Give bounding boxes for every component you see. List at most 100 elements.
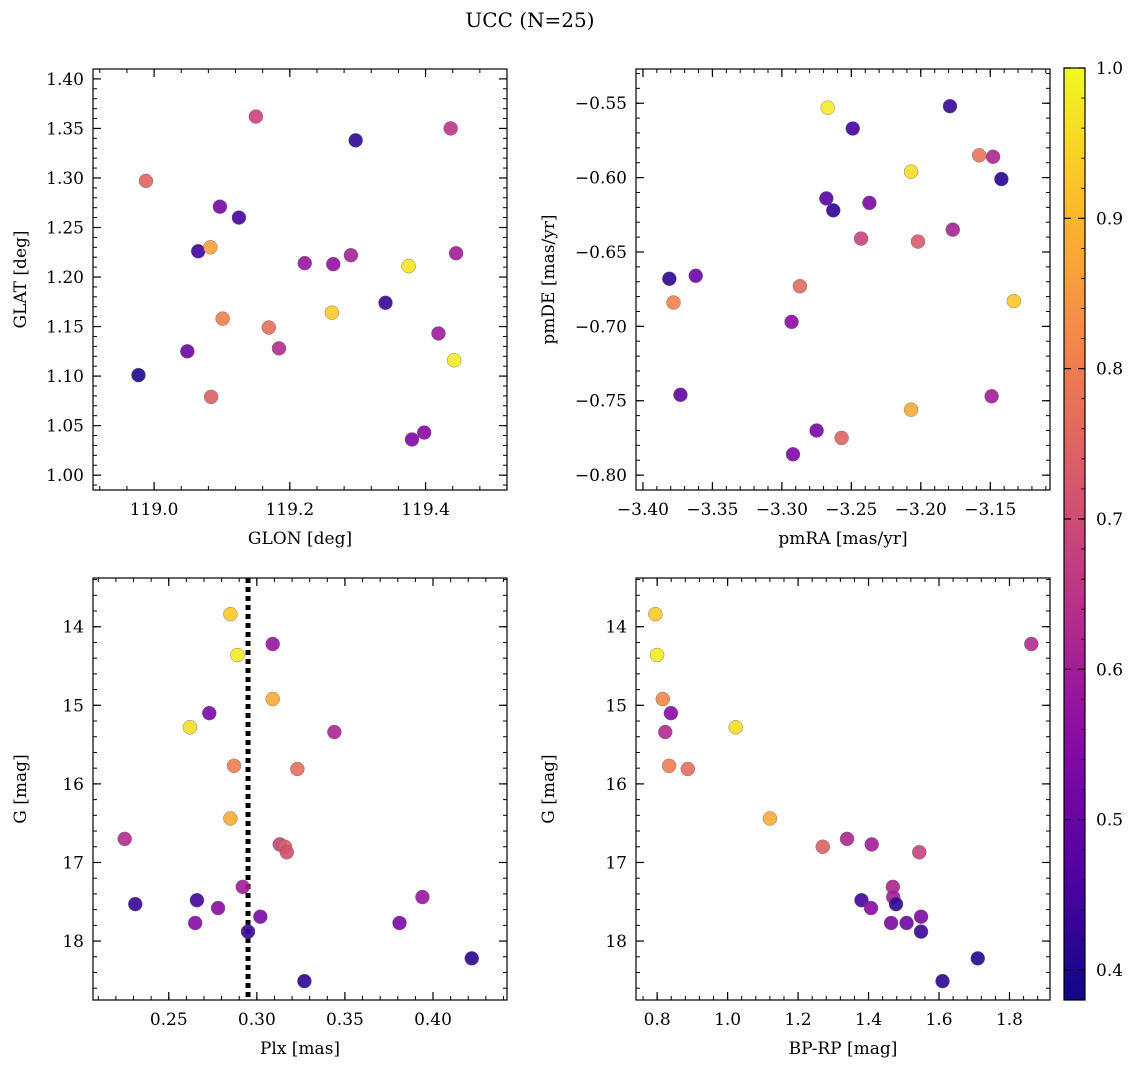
scatter-point bbox=[128, 896, 143, 912]
scatter-point bbox=[279, 845, 294, 860]
scatter-point bbox=[970, 951, 985, 966]
scatter-point bbox=[401, 258, 416, 274]
scatter-point bbox=[728, 720, 743, 735]
x-tick-label: 0.35 bbox=[326, 1010, 364, 1030]
scatter-point bbox=[131, 367, 146, 383]
scatter-point bbox=[826, 203, 841, 218]
colorbar-tick-label: 0.8 bbox=[1096, 360, 1123, 380]
panel-pmra-pmde: −3.40 −3.35 −3.30 −3.25 −3.20 −3.15 −0.80 −0.75… bbox=[539, 68, 1051, 549]
x-axis-label: BP-RP [mag] bbox=[789, 1039, 898, 1059]
x-tick-label: −3.15 bbox=[964, 500, 1016, 520]
panel-glon-glat: 119.0 119.2 119.4 1.00 1.05 1.10 1.15 1.20 1.25 1… bbox=[11, 68, 508, 549]
x-tick-label: 1.4 bbox=[855, 1010, 882, 1030]
scatter-point bbox=[673, 387, 688, 402]
y-tick-label: 1.30 bbox=[46, 169, 84, 189]
panel-plx-g: 0.25 0.30 0.35 0.40 14 15 16 17 18 Plx [mas] G [ma… bbox=[11, 577, 508, 1059]
scatter-point bbox=[853, 231, 869, 246]
scatter-point bbox=[862, 195, 877, 211]
scatter-point bbox=[448, 246, 464, 261]
scatter-point bbox=[265, 636, 280, 652]
axes-frame bbox=[635, 577, 1051, 1001]
scatter-point bbox=[1006, 293, 1022, 309]
scatter-point bbox=[648, 606, 663, 622]
scatter-point bbox=[343, 248, 359, 263]
figure-title: UCC (N=25) bbox=[465, 8, 594, 32]
scatter-point bbox=[912, 845, 927, 860]
scatter-point bbox=[815, 839, 830, 854]
scatter-point bbox=[210, 900, 226, 916]
axes-frame bbox=[92, 577, 508, 1001]
scatter-point bbox=[834, 430, 849, 446]
scatter-point bbox=[666, 295, 681, 310]
y-tick-label: 16 bbox=[605, 775, 627, 795]
x-tick-label: −3.20 bbox=[895, 500, 947, 520]
scatter-point bbox=[863, 900, 879, 916]
x-tick-label: −3.30 bbox=[756, 500, 808, 520]
scatter-point bbox=[984, 389, 999, 404]
colorbar-tick-label: 0.7 bbox=[1096, 510, 1123, 530]
scatter-point bbox=[762, 811, 778, 826]
y-tick-label: 18 bbox=[62, 932, 84, 952]
y-tick-label: 17 bbox=[62, 853, 84, 873]
scatter-point bbox=[680, 761, 695, 777]
scatter-point bbox=[223, 811, 238, 826]
colorbar-tick-label: 1.0 bbox=[1096, 59, 1123, 79]
x-tick-label: 0.8 bbox=[644, 1010, 671, 1030]
y-tick-label: 1.25 bbox=[46, 218, 84, 238]
scatter-point bbox=[903, 402, 919, 417]
scatter-point bbox=[864, 837, 879, 852]
scatter-point bbox=[935, 973, 950, 989]
scatter-point bbox=[792, 278, 808, 294]
y-tick-label: 1.15 bbox=[46, 318, 84, 338]
scatter-point bbox=[189, 892, 205, 908]
scatter-point bbox=[190, 244, 206, 259]
scatter-point bbox=[404, 432, 420, 447]
x-axis-label: pmRA [mas/yr] bbox=[778, 529, 907, 549]
scatter-point bbox=[655, 691, 670, 707]
x-tick-label: 0.25 bbox=[150, 1010, 188, 1030]
scatter-point bbox=[180, 344, 195, 359]
scatter-point bbox=[942, 98, 958, 114]
x-tick-label: −3.35 bbox=[686, 500, 738, 520]
scatter-point bbox=[985, 149, 1001, 164]
scatter-point bbox=[819, 191, 834, 206]
scatter-point bbox=[899, 915, 914, 931]
y-tick-label: 15 bbox=[605, 696, 627, 716]
x-tick-label: 0.40 bbox=[414, 1010, 452, 1030]
scatter-point bbox=[820, 100, 835, 115]
scatter-point bbox=[417, 425, 432, 440]
y-axis-label: GLAT [deg] bbox=[11, 230, 31, 328]
scatter-point bbox=[203, 389, 219, 405]
y-tick-label: 1.35 bbox=[46, 119, 84, 139]
y-tick-label: 1.10 bbox=[46, 367, 84, 387]
scatter-point bbox=[253, 909, 268, 924]
y-tick-label: −0.70 bbox=[575, 317, 627, 337]
scatter-point bbox=[661, 758, 677, 774]
y-tick-label: −0.60 bbox=[575, 169, 627, 189]
scatter-point bbox=[945, 222, 960, 237]
x-tick-label: 1.6 bbox=[925, 1010, 952, 1030]
scatter-point bbox=[223, 606, 238, 622]
scatter-point bbox=[883, 915, 899, 931]
scatter-point bbox=[910, 234, 926, 249]
scatter-point bbox=[854, 892, 869, 908]
y-tick-label: 14 bbox=[605, 618, 627, 638]
y-axis-label: G [mag] bbox=[539, 754, 559, 823]
scatter-point bbox=[464, 951, 479, 966]
scatter-point bbox=[688, 268, 703, 283]
x-tick-label: −3.25 bbox=[825, 500, 877, 520]
scatter-point bbox=[658, 724, 673, 740]
y-axis-label: pmDE [mas/yr] bbox=[539, 214, 559, 344]
scatter-point bbox=[431, 326, 446, 341]
y-tick-label: 14 bbox=[62, 618, 84, 638]
scatter-point bbox=[187, 915, 203, 931]
scatter-point bbox=[230, 647, 245, 663]
scatter-point bbox=[649, 647, 665, 663]
x-tick-label: 1.2 bbox=[785, 1010, 812, 1030]
scatter-point bbox=[182, 720, 198, 735]
x-axis-label: GLON [deg] bbox=[248, 529, 352, 549]
scatter-point bbox=[117, 831, 132, 847]
scatter-point bbox=[271, 341, 287, 356]
x-tick-label: 1.8 bbox=[996, 1010, 1023, 1030]
